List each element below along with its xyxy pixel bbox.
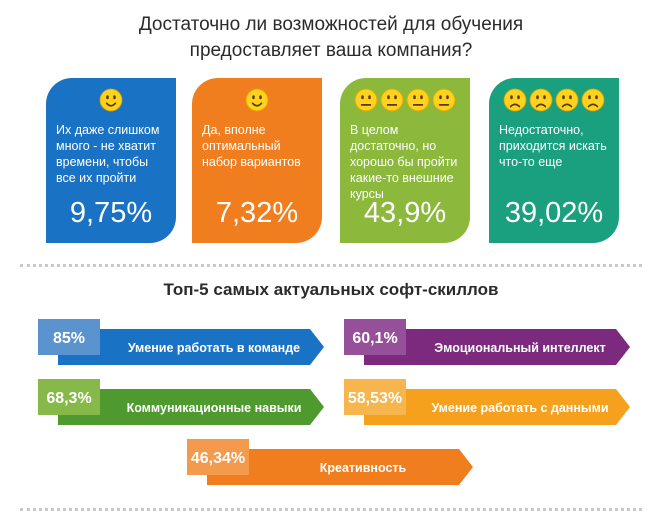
skill-arrow — [58, 389, 324, 425]
skill-bar: 60,1% Эмоциональный интеллект — [344, 319, 630, 365]
value-label: 58,53% — [348, 390, 402, 407]
dotted-divider-top — [20, 264, 642, 267]
page-title: Достаточно ли возможностей для обучения … — [0, 12, 662, 64]
skill-label: Умение работать в команде — [128, 341, 300, 355]
card-percentage: 9,75% — [69, 197, 153, 229]
value-box — [187, 439, 249, 475]
skill-arrow — [364, 389, 630, 425]
skill-arrow — [207, 449, 473, 485]
value-label: 46,34% — [191, 450, 245, 467]
answer-cards: Их даже слишком много - не хватит времен… — [0, 0, 662, 250]
smiley-face-icon — [46, 88, 176, 116]
sad-face-icons — [489, 88, 619, 116]
card-percentage: 43,9% — [363, 197, 447, 229]
skill-label: Умение работать с данными — [431, 401, 608, 415]
title-line-1: Достаточно ли возможностей для обучения — [138, 14, 524, 35]
title-line-2: предоставляет ваша компания? — [189, 40, 473, 61]
value-label: 60,1% — [352, 330, 397, 347]
value-box — [38, 319, 100, 355]
value-box — [344, 379, 406, 415]
card-percentage: 7,32% — [215, 197, 299, 229]
card-description: Недостаточно, приходится искать что-то е… — [499, 123, 607, 169]
chart-subtitle: Топ-5 самых актуальных софт-скиллов — [163, 280, 499, 299]
skill-arrow — [364, 329, 630, 365]
card-percentage: 39,02% — [504, 197, 604, 229]
neutral-face-icons — [340, 88, 470, 116]
value-label: 68,3% — [46, 390, 91, 407]
answer-card: Недостаточно, приходится искать что-то е… — [489, 78, 619, 243]
skill-label: Коммуникационные навыки — [127, 401, 302, 415]
skill-bar: 58,53% Умение работать с данными — [344, 379, 630, 425]
skill-arrow — [58, 329, 324, 365]
skill-bar: 85% Умение работать в команде — [38, 319, 324, 365]
smiley-face-icon — [192, 88, 322, 116]
card-description: В целом достаточно, но хорошо бы пройти … — [350, 123, 458, 201]
skill-bar: 46,34% Креативность — [187, 439, 473, 485]
card-description: Да, вполне оптимальный набор вариантов — [202, 123, 301, 169]
value-label: 85% — [53, 330, 85, 347]
card-description: Их даже слишком много - не хватит времен… — [56, 123, 160, 185]
dotted-divider-bottom — [20, 508, 642, 511]
answer-card: Да, вполне оптимальный набор вариантов 7,… — [192, 78, 322, 243]
skill-bar: 68,3% Коммуникационные навыки — [38, 379, 324, 425]
value-box — [38, 379, 100, 415]
skill-label: Креативность — [320, 461, 407, 475]
skill-label: Эмоциональный интеллект — [434, 341, 605, 355]
value-box — [344, 319, 406, 355]
answer-card: Их даже слишком много - не хватит времен… — [46, 78, 176, 243]
answer-card: В целом достаточно, но хорошо бы пройти … — [340, 78, 470, 243]
